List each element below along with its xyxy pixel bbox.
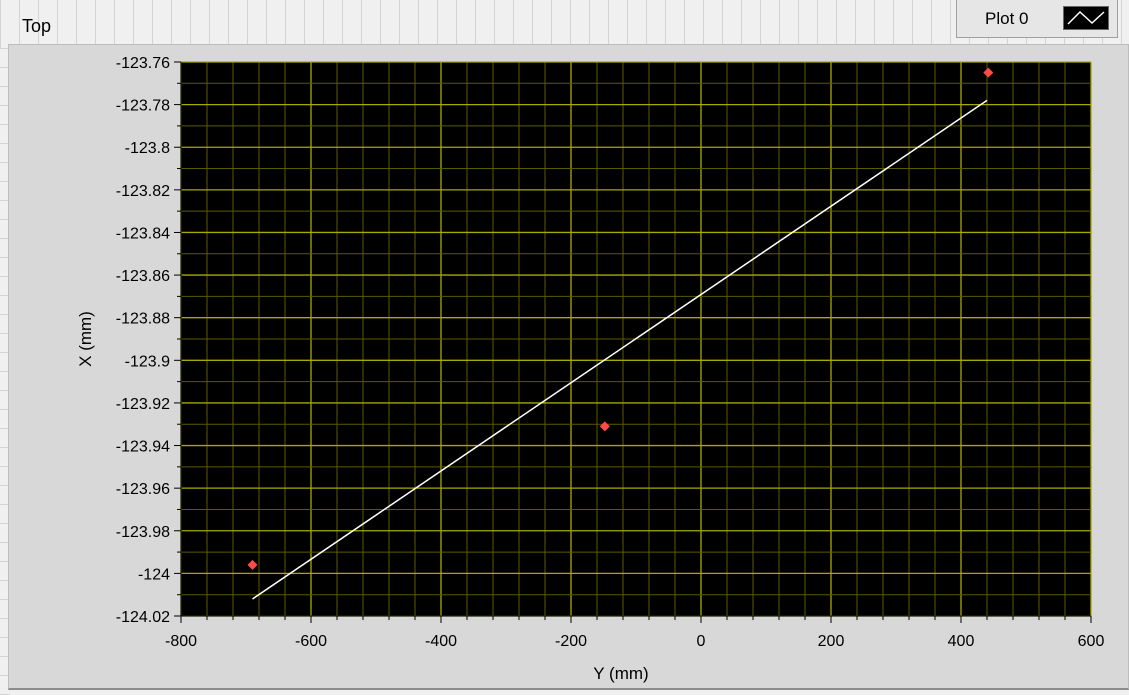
header-grid-background (0, 0, 1129, 48)
y-tick-label: -123.82 (116, 183, 170, 200)
x-tick-label: 600 (1078, 633, 1105, 650)
y-tick-label: -123.98 (116, 524, 170, 541)
y-tick-label: -123.86 (116, 268, 170, 285)
data-point (599, 421, 610, 432)
grid-lines (180, 61, 1092, 617)
left-grid-strip (0, 48, 10, 695)
y-tick-label: -123.96 (116, 481, 170, 498)
y-tick-label: -123.94 (116, 439, 170, 456)
y-tick-label: -123.92 (116, 396, 170, 413)
x-tick-label: -800 (165, 633, 197, 650)
graph-title: Top (22, 16, 52, 36)
plot-legend[interactable]: Plot 0 (956, 0, 1118, 38)
y-tick-label: -124.02 (116, 609, 170, 626)
legend-label: Plot 0 (985, 9, 1029, 28)
data-point (983, 67, 994, 78)
y-tick-label: -124 (138, 566, 170, 583)
data-layer (247, 67, 994, 600)
line-plot-icon[interactable] (1063, 6, 1109, 30)
x-tick-label: 0 (697, 633, 706, 650)
y-tick-label: -123.84 (116, 225, 170, 242)
y-tick-label: -123.9 (125, 353, 170, 370)
y-tick-label: -123.88 (116, 311, 170, 328)
x-tick-label: -200 (555, 633, 587, 650)
x-tick-label: 400 (948, 633, 975, 650)
y-tick-label: -123.76 (116, 55, 170, 72)
data-point (247, 559, 258, 570)
axes: -800 -600 -400 -200 0 200 400 600 -123.76 -123.78… (116, 55, 1105, 650)
x-tick-label: -400 (425, 633, 457, 650)
x-tick-label: 200 (818, 633, 845, 650)
fit-line (252, 99, 988, 600)
x-axis-label: Y (mm) (593, 664, 648, 683)
y-tick-label: -123.78 (116, 98, 170, 115)
y-tick-label: -123.8 (125, 140, 170, 157)
x-tick-label: -600 (295, 633, 327, 650)
y-axis-label: X (mm) (76, 311, 95, 367)
